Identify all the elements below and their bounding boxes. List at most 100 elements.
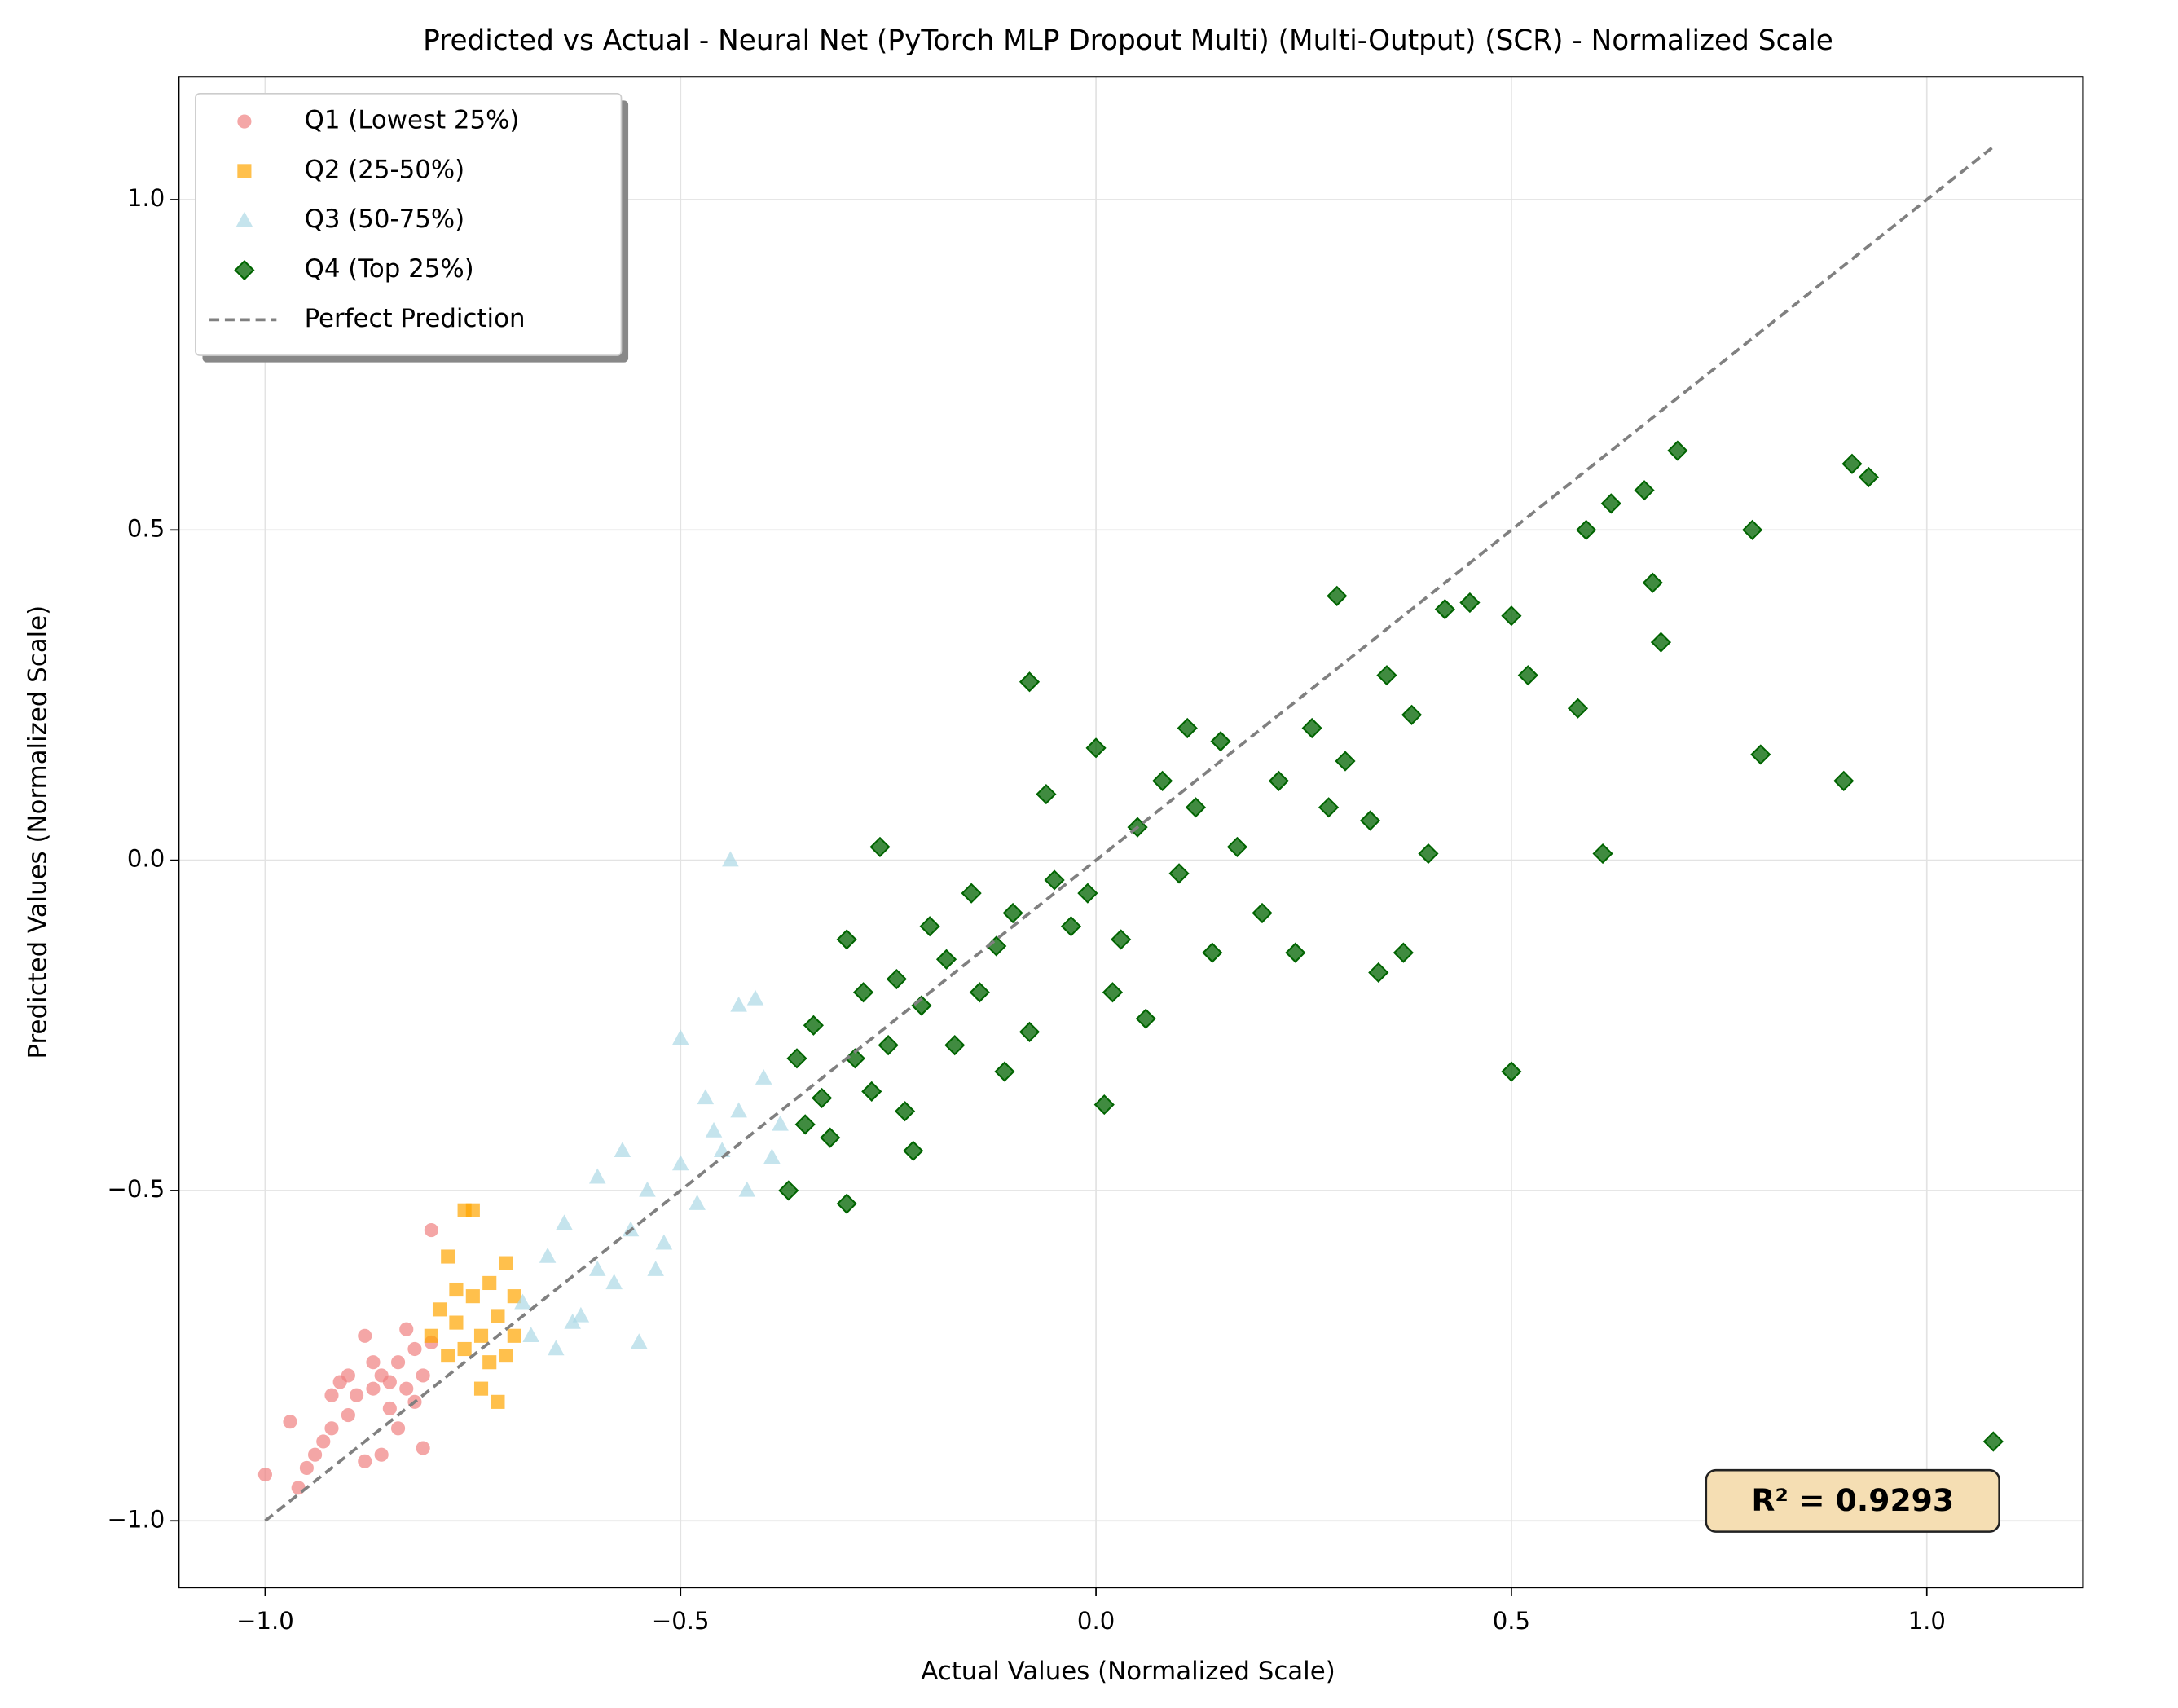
data-point bbox=[1036, 783, 1057, 805]
data-point bbox=[514, 1293, 531, 1310]
data-point bbox=[1335, 751, 1356, 772]
data-point bbox=[416, 1368, 430, 1383]
data-point bbox=[374, 1447, 389, 1462]
data-point bbox=[1592, 843, 1613, 865]
data-point bbox=[1152, 770, 1173, 791]
legend-label: Q4 (Top 25%) bbox=[305, 254, 474, 284]
data-point bbox=[803, 1015, 824, 1036]
data-point bbox=[449, 1315, 464, 1330]
data-point bbox=[1060, 916, 1082, 937]
data-point bbox=[1459, 592, 1481, 614]
data-point bbox=[548, 1340, 565, 1356]
data-point bbox=[1318, 797, 1340, 818]
data-point bbox=[738, 1181, 756, 1197]
data-point bbox=[878, 1035, 899, 1056]
data-point bbox=[341, 1368, 355, 1383]
data-point bbox=[1401, 704, 1423, 725]
data-point bbox=[1576, 519, 1597, 540]
data-point bbox=[1376, 665, 1397, 686]
data-point bbox=[1019, 1021, 1041, 1042]
data-point bbox=[441, 1249, 455, 1264]
data-point bbox=[457, 1341, 472, 1357]
data-point bbox=[961, 883, 982, 904]
plot-frame bbox=[178, 76, 2084, 1589]
data-point bbox=[1002, 902, 1023, 924]
data-point bbox=[1600, 493, 1621, 514]
data-point bbox=[1368, 962, 1389, 984]
data-point bbox=[382, 1375, 397, 1389]
data-point bbox=[564, 1313, 581, 1329]
data-point bbox=[944, 1035, 966, 1056]
data-point bbox=[473, 1328, 489, 1343]
data-point bbox=[786, 1048, 807, 1069]
x-tick-label: −0.5 bbox=[652, 1607, 710, 1635]
data-point bbox=[755, 1069, 772, 1085]
data-point bbox=[556, 1214, 573, 1230]
data-point bbox=[449, 1282, 464, 1297]
data-point bbox=[794, 1114, 816, 1135]
data-point bbox=[869, 836, 891, 858]
legend-marker bbox=[234, 259, 255, 281]
data-point bbox=[903, 1140, 924, 1161]
data-point bbox=[1019, 671, 1041, 693]
data-point bbox=[935, 949, 957, 970]
data-point bbox=[820, 1127, 841, 1148]
annotation: R² = 0.9293 bbox=[1751, 1482, 1954, 1518]
data-point bbox=[639, 1181, 656, 1197]
data-point bbox=[1044, 869, 1065, 891]
data-point bbox=[499, 1256, 513, 1270]
data-point bbox=[705, 1121, 723, 1138]
data-point bbox=[1285, 942, 1306, 963]
data-point bbox=[1202, 942, 1223, 963]
y-tick-label: 0.0 bbox=[127, 845, 165, 873]
data-point bbox=[614, 1142, 631, 1158]
data-point bbox=[441, 1349, 455, 1363]
legend-marker bbox=[237, 164, 252, 178]
data-point bbox=[647, 1261, 664, 1276]
data-point bbox=[1833, 770, 1855, 791]
data-point bbox=[1982, 1431, 2004, 1452]
data-point bbox=[852, 982, 874, 1003]
data-point bbox=[522, 1327, 539, 1342]
x-axis-label: Actual Values (Normalized Scale) bbox=[921, 1657, 1335, 1686]
data-point bbox=[811, 1087, 833, 1109]
data-point bbox=[1418, 843, 1439, 865]
data-point bbox=[366, 1381, 381, 1396]
data-point bbox=[1501, 1061, 1522, 1082]
data-point bbox=[1858, 466, 1879, 488]
x-tick-label: 1.0 bbox=[1908, 1607, 1946, 1635]
data-point bbox=[1185, 797, 1207, 818]
data-point bbox=[366, 1355, 381, 1370]
data-point bbox=[605, 1274, 623, 1290]
data-point bbox=[730, 996, 747, 1012]
data-point bbox=[424, 1328, 438, 1343]
data-point bbox=[1093, 1094, 1115, 1116]
data-point bbox=[1268, 770, 1289, 791]
data-point bbox=[746, 989, 764, 1006]
data-point bbox=[539, 1247, 557, 1263]
data-point bbox=[994, 1061, 1015, 1082]
data-point bbox=[358, 1454, 372, 1468]
data-point bbox=[1393, 942, 1414, 963]
data-point bbox=[465, 1289, 480, 1304]
data-point bbox=[465, 1203, 480, 1217]
data-point bbox=[1177, 717, 1198, 739]
data-point bbox=[763, 1148, 781, 1164]
data-point bbox=[1642, 572, 1663, 593]
data-point bbox=[697, 1089, 715, 1105]
data-point bbox=[507, 1289, 521, 1304]
legend: Q1 (Lowest 25%) Q2 (25-50%) Q3 (50-75%) Q4 … bbox=[195, 92, 629, 363]
data-point bbox=[291, 1481, 306, 1495]
data-point bbox=[482, 1275, 497, 1291]
data-point bbox=[316, 1434, 331, 1449]
data-point bbox=[283, 1415, 297, 1429]
data-point bbox=[257, 1467, 272, 1482]
data-point bbox=[671, 1029, 689, 1045]
data-point bbox=[572, 1306, 590, 1323]
data-point bbox=[308, 1447, 323, 1462]
data-point bbox=[588, 1168, 606, 1184]
data-point bbox=[894, 1101, 916, 1122]
legend-marker bbox=[237, 114, 252, 129]
